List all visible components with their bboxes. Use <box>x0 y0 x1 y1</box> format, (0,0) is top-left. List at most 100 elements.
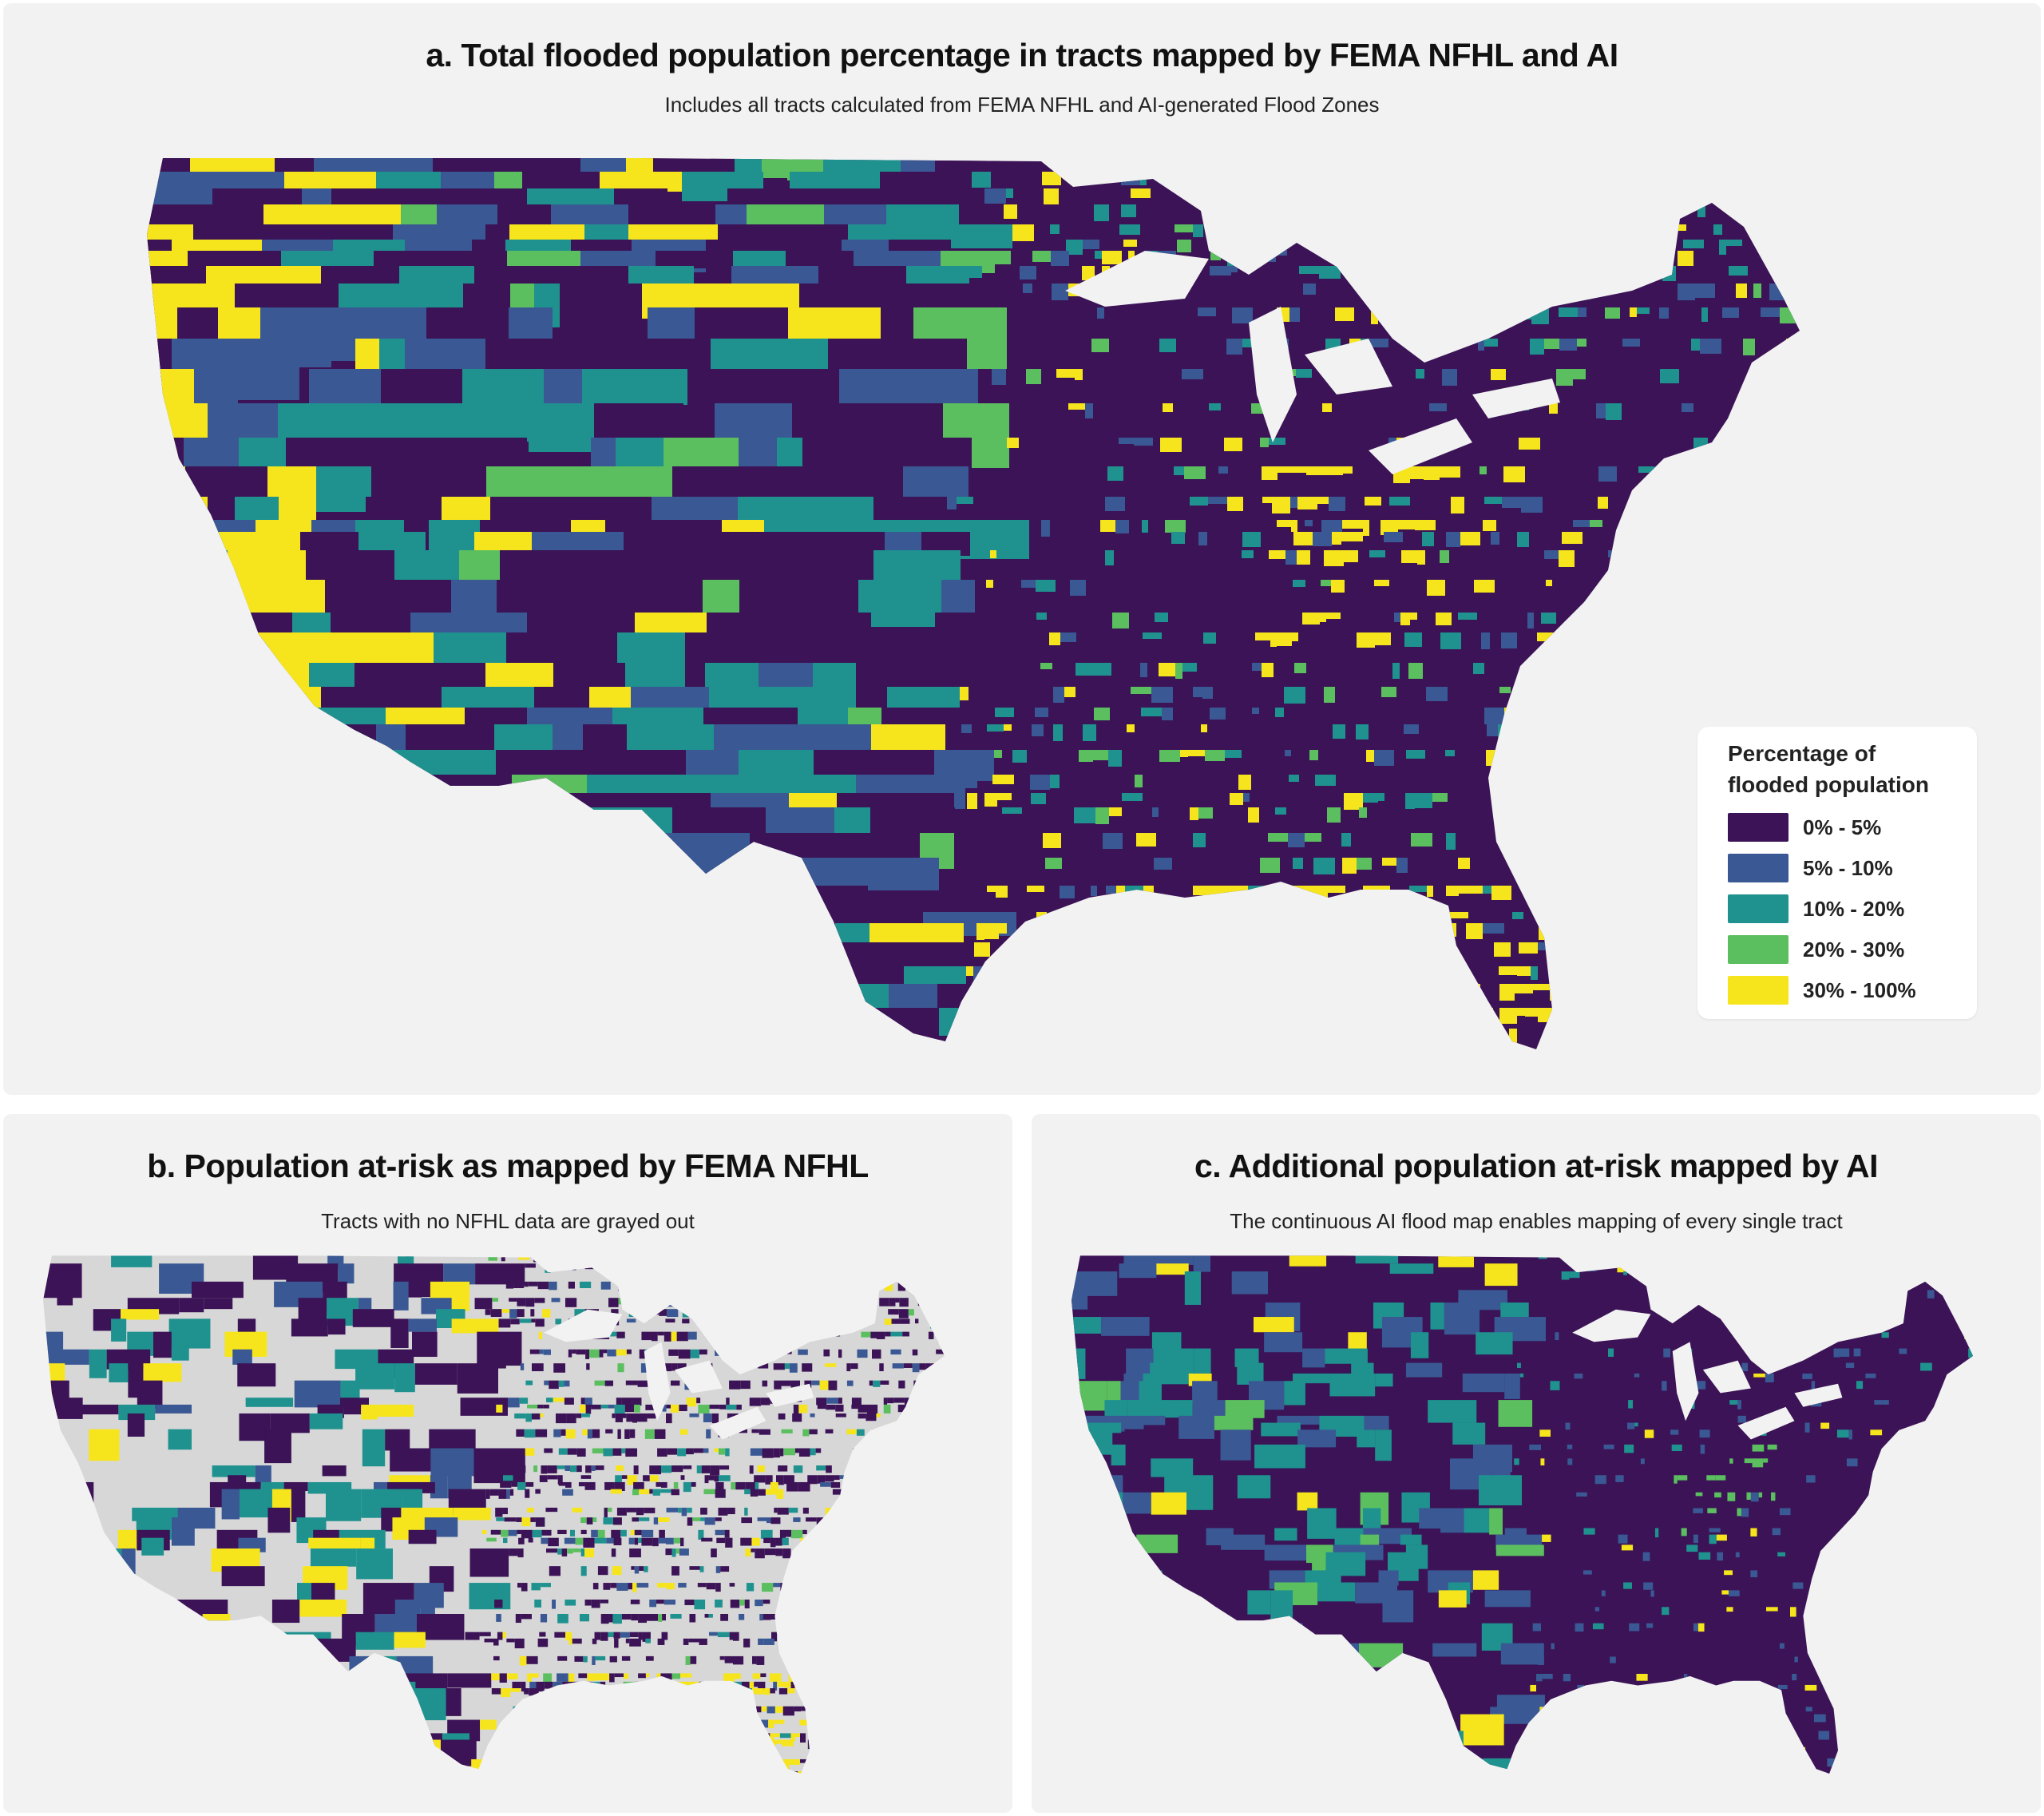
tract <box>1108 750 1122 767</box>
tract <box>1774 1758 1785 1764</box>
tract <box>720 1349 725 1358</box>
tract <box>525 1298 535 1307</box>
tract <box>784 1363 790 1370</box>
tract <box>988 1778 996 1783</box>
tract <box>1807 1054 1824 1063</box>
tract <box>834 1548 841 1553</box>
tract <box>1458 1771 1474 1774</box>
tract <box>965 1475 971 1485</box>
tract <box>147 1599 177 1629</box>
tract <box>682 1255 693 1261</box>
tract <box>1594 1792 1605 1797</box>
tract <box>1335 307 1354 321</box>
tract <box>179 1298 204 1313</box>
tract <box>965 1517 968 1524</box>
tract <box>576 1349 586 1355</box>
tract <box>337 923 430 958</box>
tract <box>179 912 229 935</box>
tract <box>1472 1570 1499 1590</box>
tract <box>1614 793 1634 803</box>
tract <box>966 1332 970 1340</box>
tract <box>1627 886 1644 893</box>
tract <box>607 1507 612 1513</box>
tract <box>675 1548 679 1554</box>
tract <box>1749 1290 1761 1299</box>
tract <box>1669 1792 1681 1796</box>
tract <box>465 708 527 728</box>
tract <box>1638 1008 1654 1016</box>
tract <box>509 1489 514 1496</box>
tract <box>608 1632 614 1638</box>
tract <box>810 1318 822 1328</box>
tract <box>826 1583 837 1592</box>
tract <box>858 1404 867 1413</box>
tract <box>632 1398 642 1406</box>
tract <box>747 1309 755 1316</box>
panel-b-title: b. Population at-risk as mapped by FEMA … <box>147 1148 869 1184</box>
tract <box>773 1583 781 1588</box>
tract <box>671 1548 676 1557</box>
tract <box>1158 1400 1193 1418</box>
tract <box>1991 1381 1999 1389</box>
tract <box>1923 1582 1931 1592</box>
tract <box>1384 923 1396 934</box>
tract <box>1221 1534 1266 1550</box>
tract <box>1997 1290 2005 1295</box>
tract <box>441 1739 477 1766</box>
tract <box>592 1517 597 1522</box>
tract <box>1741 1362 1749 1372</box>
tract <box>972 172 991 188</box>
tract <box>545 1507 558 1513</box>
tract <box>701 1771 714 1774</box>
tract <box>984 1707 993 1714</box>
tract <box>777 1331 784 1339</box>
tract <box>1922 1444 1931 1453</box>
tract <box>984 1381 991 1386</box>
tract <box>798 1404 808 1414</box>
panel-c: c. Additional population at-risk mapped … <box>1032 1114 2041 1813</box>
tract <box>592 1583 599 1590</box>
tract <box>553 1771 563 1774</box>
tract <box>970 1656 981 1660</box>
tract <box>730 1739 736 1744</box>
tract <box>881 1733 886 1743</box>
tract <box>283 807 315 836</box>
tract <box>1694 708 1715 716</box>
tract <box>523 1759 535 1768</box>
tract <box>1131 188 1151 198</box>
tract <box>241 750 273 804</box>
tract <box>794 1681 804 1688</box>
tract <box>596 1255 604 1263</box>
tract <box>1645 807 1653 819</box>
tract <box>992 1548 995 1558</box>
tract <box>465 1632 480 1640</box>
tract <box>678 1583 687 1588</box>
tract <box>1668 923 1688 934</box>
tract <box>1804 1086 1812 1089</box>
tract <box>964 1614 967 1620</box>
tract <box>866 1688 870 1695</box>
lake-shape <box>674 1360 723 1394</box>
tract <box>474 1298 493 1310</box>
tract <box>1445 1008 1458 1018</box>
tract <box>808 1583 816 1589</box>
tract <box>1987 1674 1994 1680</box>
tract <box>643 1475 650 1481</box>
tract <box>1359 942 1380 959</box>
tract <box>608 1298 619 1307</box>
tract <box>1127 1684 1174 1710</box>
tract <box>121 1309 160 1320</box>
tract <box>1307 1508 1337 1539</box>
tract <box>1182 369 1203 379</box>
tract <box>1544 339 1559 349</box>
tract <box>759 1733 770 1739</box>
tract <box>771 1632 778 1642</box>
tract <box>615 984 675 1039</box>
tract <box>1133 942 1151 950</box>
tract <box>447 858 542 890</box>
tract <box>954 1759 958 1763</box>
tract <box>759 1263 765 1270</box>
tract <box>585 807 672 835</box>
tract <box>505 1281 514 1289</box>
tract <box>961 1475 965 1479</box>
